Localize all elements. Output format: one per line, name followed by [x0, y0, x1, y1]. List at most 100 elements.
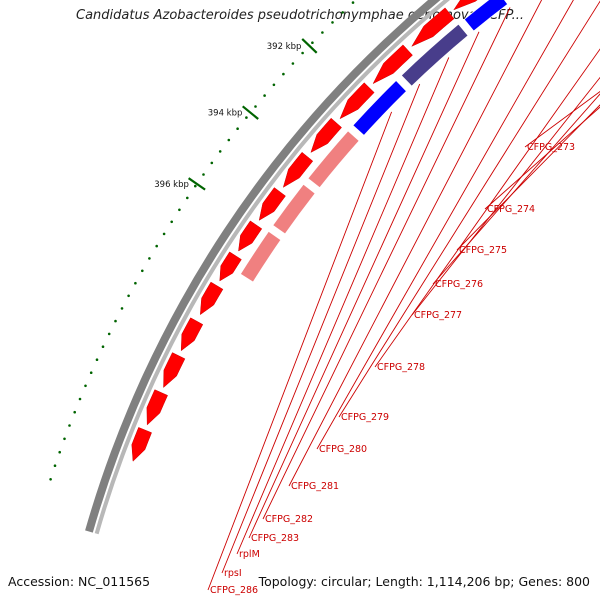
- gene-label: CFPG_282: [265, 514, 313, 525]
- gene-label: CFPG_280: [319, 444, 367, 455]
- gene-leader-line: [262, 7, 511, 520]
- scale-dot: [210, 161, 214, 165]
- gene-leader-line: [456, 104, 600, 251]
- gene-leader-line: [316, 0, 574, 450]
- forward-gene-arrow: [146, 389, 168, 426]
- forward-gene-arrow: [200, 281, 224, 316]
- scale-dot: [68, 424, 71, 427]
- gene-label: CFPG_283: [251, 533, 299, 544]
- scale-dots: [49, 1, 355, 481]
- forward-gene-arrow: [258, 187, 286, 221]
- scale-dot: [321, 31, 324, 34]
- scale-dot: [236, 127, 239, 130]
- reverse-gene-block: [400, 23, 469, 87]
- forward-gene-arrow: [180, 317, 204, 352]
- scale-dot: [331, 21, 334, 24]
- gene-label: CFPG_276: [435, 279, 483, 290]
- scale-dot: [155, 244, 158, 248]
- gene-leader-line: [432, 93, 600, 285]
- gene-label: CFPG_279: [341, 412, 389, 423]
- scale-dot: [291, 62, 295, 65]
- reverse-gene-block: [307, 130, 360, 189]
- scale-dot: [107, 332, 111, 336]
- reverse-gene-block: [239, 230, 282, 283]
- scale-dot: [311, 41, 314, 44]
- gene-leader-line: [338, 0, 600, 418]
- forward-gene-arrow: [238, 220, 263, 252]
- scale-dot: [148, 257, 151, 260]
- forward-gene-arrow: [163, 352, 186, 389]
- forward-gene-arrow: [453, 0, 478, 11]
- reverse-gene-block: [272, 183, 316, 235]
- gene-labels: CFPG_273 CFPG_274 CFPG_275 CFPG_276 CFPG_277…: [207, 0, 600, 596]
- scale-dot: [245, 116, 248, 119]
- scale-dot: [263, 94, 266, 97]
- scale-dot: [351, 1, 355, 4]
- gene-label: CFPG_274: [487, 204, 535, 215]
- gene-label: CFPG_275: [459, 245, 507, 256]
- tick-label: 392 kbp: [267, 42, 302, 52]
- gene-leader-line: [248, 31, 480, 539]
- scale-dot: [227, 138, 231, 142]
- gene-label: rplM: [239, 549, 260, 560]
- scale-dot: [186, 196, 189, 200]
- scale-dot: [301, 51, 304, 55]
- forward-gene-arrow: [372, 44, 413, 85]
- scale-dot: [162, 232, 166, 236]
- gene-label: CFPG_278: [377, 362, 425, 373]
- reverse-strand-genes: [239, 0, 515, 283]
- gene-label: CFPG_286: [210, 585, 258, 596]
- scale-dot: [78, 397, 82, 401]
- forward-gene-arrow: [219, 251, 242, 282]
- scale-dot: [170, 220, 173, 224]
- scale-dot: [101, 345, 105, 349]
- scale-dot: [58, 450, 61, 454]
- forward-gene-arrow: [282, 151, 314, 188]
- scale-ticks: 382 kbp384 kbp386 kbp388 kbp390 kbp392 k…: [154, 38, 318, 191]
- scale-dot: [114, 319, 117, 323]
- tick-mark: [301, 38, 318, 54]
- forward-gene-arrow: [310, 117, 342, 153]
- reverse-gene-block: [352, 79, 408, 136]
- scale-dot: [63, 437, 66, 441]
- scale-dot: [84, 384, 87, 388]
- gene-label: rpsI: [224, 568, 242, 579]
- scale-dot: [178, 208, 181, 212]
- scale-dot: [254, 105, 257, 108]
- accession-label: Accession: NC_011565: [8, 574, 151, 589]
- scale-dot: [341, 11, 345, 14]
- scale-dot: [53, 464, 57, 468]
- forward-gene-arrow: [411, 7, 455, 47]
- gene-label: CFPG_273: [527, 142, 575, 153]
- gene-leader-line: [207, 111, 393, 591]
- forward-gene-arrow: [131, 427, 152, 462]
- tick-mark: [242, 105, 259, 120]
- reverse-gene-block: [463, 0, 509, 32]
- scale-dot: [272, 83, 276, 87]
- scale-dot: [194, 184, 197, 188]
- scale-dot: [95, 358, 99, 362]
- scale-dot: [202, 173, 205, 176]
- tick-label: 396 kbp: [154, 180, 189, 190]
- scale-dot: [141, 269, 144, 273]
- scale-dot: [89, 371, 93, 375]
- forward-strand-genes: [131, 0, 478, 462]
- gene-leader-line: [374, 48, 600, 368]
- scale-dot: [282, 72, 285, 76]
- tick-mark: [187, 177, 206, 191]
- forward-gene-arrow: [339, 82, 375, 120]
- genome-summary: Topology: circular; Length: 1,114,206 bp…: [258, 574, 590, 589]
- scale-dot: [127, 294, 130, 298]
- scale-dot: [49, 478, 52, 481]
- scale-dot: [73, 410, 76, 414]
- gene-leader-line: [484, 106, 600, 210]
- gene-label: CFPG_277: [414, 310, 462, 321]
- gene-leader-line: [288, 0, 543, 487]
- scale-dot: [218, 150, 222, 153]
- gene-leader-line: [221, 83, 421, 574]
- scale-dot: [120, 307, 124, 310]
- tick-label: 394 kbp: [208, 109, 243, 119]
- gene-leader-line: [236, 57, 450, 555]
- gene-label: CFPG_281: [291, 481, 339, 492]
